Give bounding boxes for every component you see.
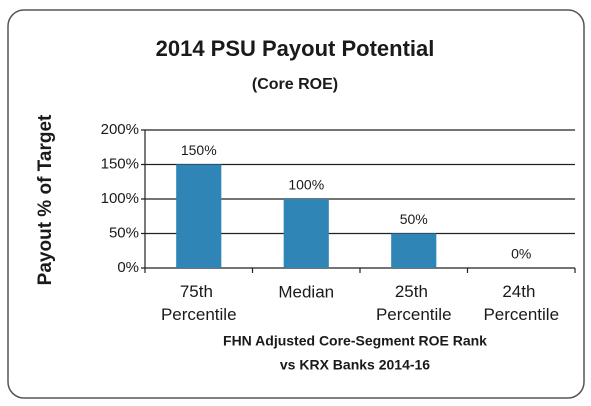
chart-title: 2014 PSU Payout Potential — [156, 36, 435, 61]
value-label: 150% — [181, 142, 217, 158]
y-tick-label: 200% — [101, 121, 139, 138]
chart-subtitle: (Core ROE) — [252, 76, 338, 93]
x-tick-label: Median — [278, 282, 334, 301]
value-label: 100% — [288, 177, 324, 193]
bar — [391, 233, 437, 268]
x-tick-label: 25th Percentile — [376, 282, 452, 324]
x-tick-label: 75th Percentile — [161, 282, 237, 324]
y-tick-label: 150% — [101, 155, 139, 172]
y-axis-label: Payout % of Target — [35, 114, 56, 285]
value-label: 50% — [400, 211, 428, 227]
y-tick-label: 0% — [117, 259, 139, 276]
x-tick-label: 24th Percentile — [483, 282, 559, 324]
y-tick-label: 50% — [109, 224, 139, 241]
y-tick-label: 100% — [101, 190, 139, 207]
value-label: 0% — [511, 246, 531, 262]
x-axis-label: vs KRX Banks 2014-16 — [280, 357, 430, 373]
bar — [283, 199, 329, 268]
x-axis-label: FHN Adjusted Core-Segment ROE Rank — [223, 333, 487, 349]
bar — [176, 164, 222, 268]
